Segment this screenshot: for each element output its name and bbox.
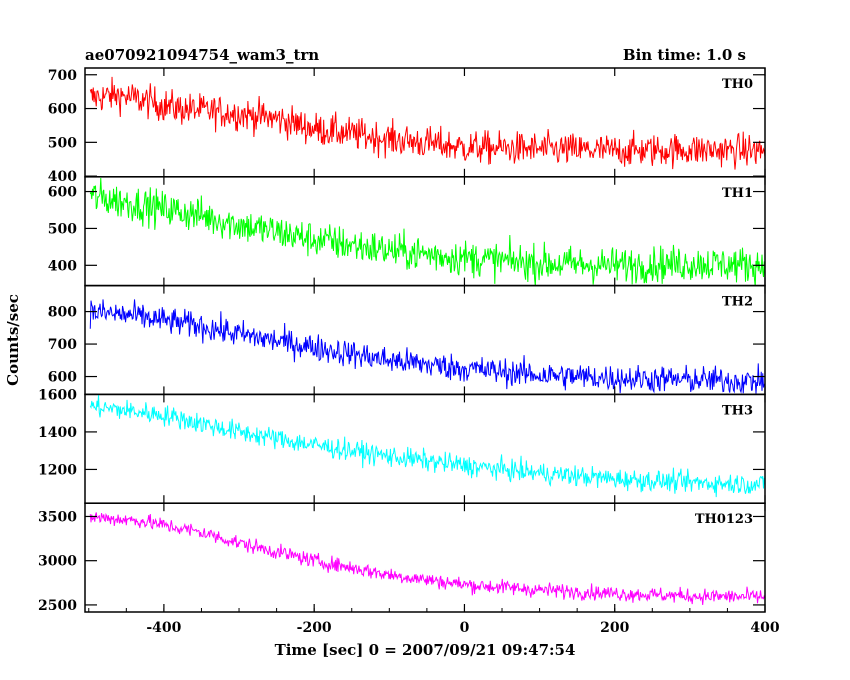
y-tick-label: 500	[48, 221, 77, 237]
series-line-th1	[89, 178, 765, 286]
y-tick-label: 2500	[38, 598, 77, 614]
panel-frame	[84, 284, 766, 396]
y-tick-label: 1600	[38, 387, 77, 403]
panel-frame	[84, 393, 766, 504]
series-line-th3	[89, 395, 765, 498]
series-line-th0	[89, 76, 765, 170]
x-tick-label: 0	[460, 620, 470, 636]
y-axis-label: Counts/sec	[4, 294, 22, 386]
y-tick-label: 500	[48, 135, 77, 151]
y-tick-label: 400	[48, 258, 77, 274]
y-tick-label: 600	[48, 185, 77, 201]
x-tick-label: -400	[146, 620, 181, 636]
series-line-th0123	[89, 512, 765, 605]
panels: 400 500 600 700 TH0 400 500 600 TH1 600 700 800 TH2 1…	[38, 67, 766, 614]
y-tick-label: 700	[48, 337, 77, 353]
x-tick-label: 400	[750, 620, 779, 636]
panel-label-th3: TH3	[722, 403, 753, 418]
x-tick-label: -200	[297, 620, 332, 636]
panel-label-th0123: TH0123	[695, 512, 753, 527]
figure-title-left: ae070921094754_wam3_trn	[85, 46, 319, 64]
y-tick-label: 3500	[38, 509, 77, 525]
panel-label-th1: TH1	[722, 186, 753, 201]
x-axis-label: Time [sec] 0 = 2007/09/21 09:47:54	[275, 641, 576, 659]
panel-frame	[84, 502, 766, 613]
y-tick-label: 1200	[38, 462, 77, 478]
y-tick-label: 1400	[38, 425, 77, 441]
panel-label-th0: TH0	[722, 77, 753, 92]
panel-label-th2: TH2	[722, 295, 753, 310]
y-tick-label: 3000	[38, 554, 77, 570]
x-axis: -400 -200 0 200 400	[88, 608, 780, 636]
y-tick-label: 600	[48, 370, 77, 386]
y-tick-label: 800	[48, 305, 77, 321]
x-tick-label: 200	[600, 620, 629, 636]
figure-title-right: Bin time: 1.0 s	[623, 46, 746, 64]
series-line-th2	[89, 299, 765, 394]
y-tick-label: 700	[48, 68, 77, 84]
y-tick-label: 400	[48, 169, 77, 185]
y-tick-label: 600	[48, 102, 77, 118]
panel-frame	[84, 67, 766, 178]
